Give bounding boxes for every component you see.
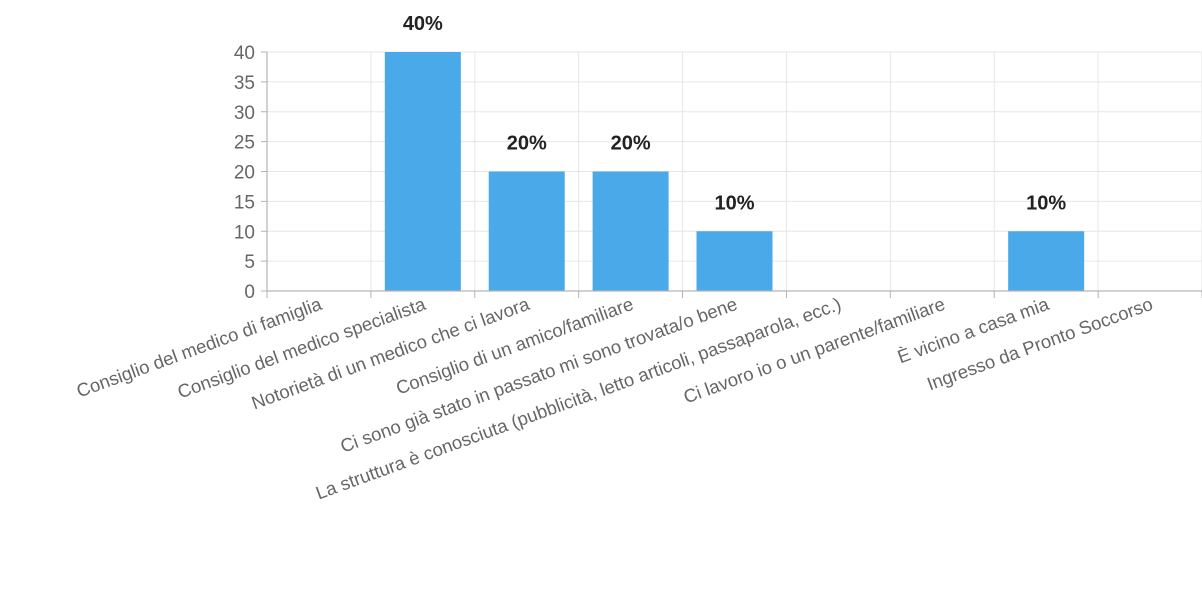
x-category-labels: Consiglio del medico di famigliaConsigli… xyxy=(74,293,1156,504)
y-tick-label: 40 xyxy=(234,43,255,64)
y-tick-label: 0 xyxy=(244,282,255,303)
bars xyxy=(384,52,1085,292)
data-label: 20% xyxy=(507,133,547,155)
y-tick-labels: 0 5 10 15 20 25 30 35 40 xyxy=(234,43,255,303)
data-labels: 40% 20% 20% 10% 10% xyxy=(403,13,1067,214)
y-tick-label: 30 xyxy=(234,103,255,124)
y-tick-label: 15 xyxy=(234,192,255,213)
bar[interactable] xyxy=(1008,231,1085,291)
data-label: 20% xyxy=(611,133,651,155)
bar[interactable] xyxy=(488,171,565,292)
bar[interactable] xyxy=(384,52,461,291)
y-tick-label: 5 xyxy=(244,252,255,273)
bar[interactable] xyxy=(696,231,773,291)
bar[interactable] xyxy=(592,171,669,292)
y-tick-label: 35 xyxy=(234,73,255,94)
y-tick-label: 10 xyxy=(234,222,255,243)
data-label: 40% xyxy=(403,13,443,35)
y-tick-label: 20 xyxy=(234,163,255,184)
data-label: 10% xyxy=(1026,192,1066,214)
data-label: 10% xyxy=(714,192,754,214)
y-tick-label: 25 xyxy=(234,133,255,154)
axes xyxy=(261,51,1202,298)
